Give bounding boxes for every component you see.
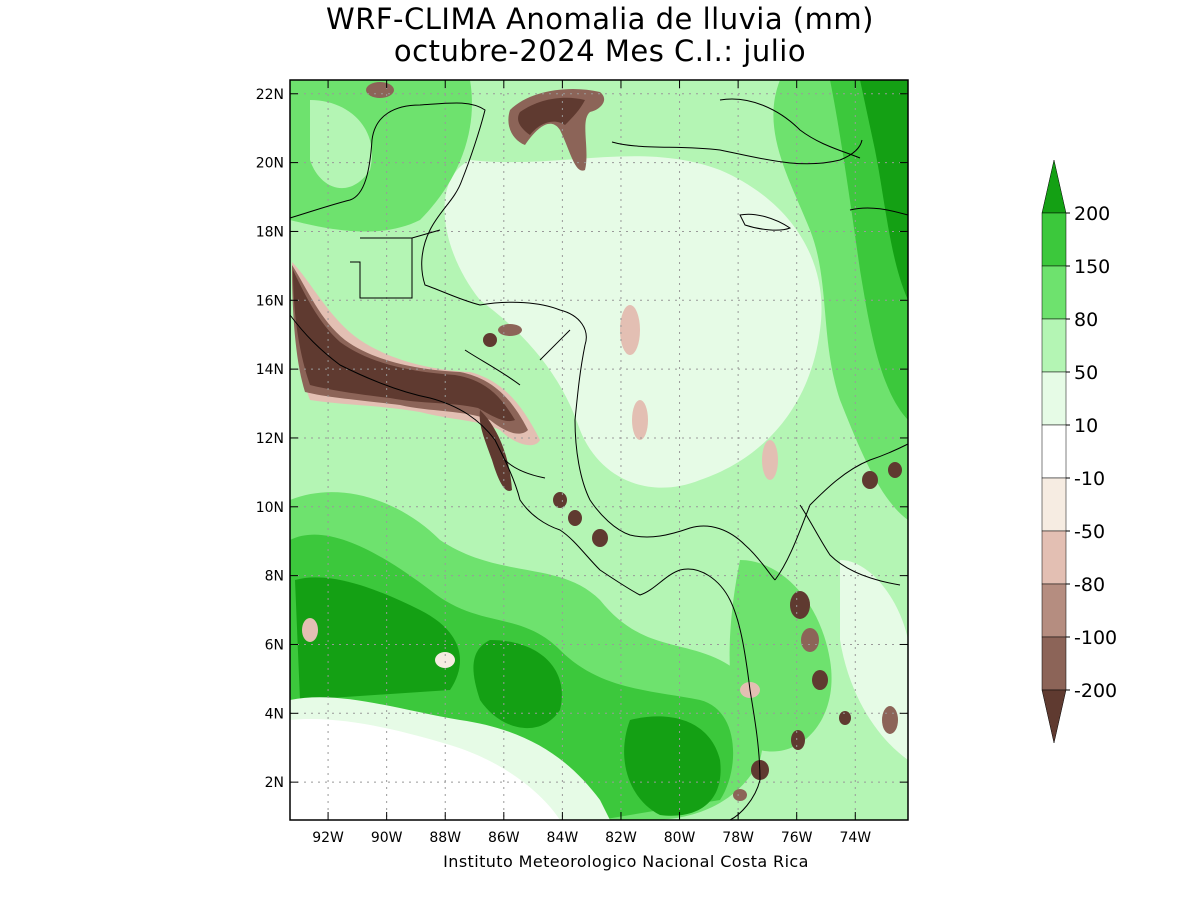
x-tick-label: 82W xyxy=(605,830,637,846)
x-tick-label: 92W xyxy=(312,830,344,846)
y-tick-label: 8N xyxy=(265,569,284,585)
map-grid xyxy=(290,80,908,820)
legend-arrow-top xyxy=(1041,159,1067,214)
legend-label: 200 xyxy=(1074,203,1110,225)
legend-swatch xyxy=(1041,636,1067,691)
y-tick-label: 22N xyxy=(256,87,284,103)
legend-label: -10 xyxy=(1074,468,1105,490)
x-tick-label: 74W xyxy=(839,830,871,846)
y-tick-label: 20N xyxy=(256,156,284,172)
legend-label: -50 xyxy=(1074,521,1105,543)
latitude-axis: 22N 20N 18N 16N 14N 12N 10N 8N 6N 4N 2N xyxy=(256,87,908,791)
y-tick-label: 2N xyxy=(265,775,284,791)
legend-label: -200 xyxy=(1074,680,1117,702)
legend-swatch xyxy=(1041,212,1067,267)
map-subtitle: octubre-2024 Mes C.I.: julio xyxy=(393,34,807,68)
coastlines xyxy=(289,98,909,821)
legend-swatch xyxy=(1041,265,1067,320)
legend-swatch xyxy=(1041,530,1067,585)
longitude-axis: 92W 90W 88W 86W 84W 82W 80W 78W 76W 74W xyxy=(312,80,871,846)
anomaly-field xyxy=(290,80,908,820)
legend-arrow-bottom xyxy=(1041,689,1067,744)
legend-label: -80 xyxy=(1074,574,1105,596)
legend-label: -100 xyxy=(1074,627,1117,649)
y-tick-label: 14N xyxy=(256,362,284,378)
y-tick-label: 12N xyxy=(256,431,284,447)
legend-swatch xyxy=(1041,318,1067,373)
legend-swatch xyxy=(1041,424,1067,479)
color-legend: 200 150 80 50 10 -10 -50 -80 -100 -200 xyxy=(1041,159,1117,744)
x-tick-label: 86W xyxy=(488,830,520,846)
legend-swatch xyxy=(1041,583,1067,638)
x-tick-label: 80W xyxy=(664,830,696,846)
map-frame xyxy=(289,79,909,821)
x-tick-label: 76W xyxy=(781,830,813,846)
legend-label: 10 xyxy=(1074,415,1098,437)
legend-label: 150 xyxy=(1074,256,1110,278)
x-tick-label: 78W xyxy=(722,830,754,846)
legend-label: 80 xyxy=(1074,309,1098,331)
x-tick-label: 90W xyxy=(371,830,403,846)
legend-label: 50 xyxy=(1074,362,1098,384)
map-title: WRF-CLIMA Anomalia de lluvia (mm) xyxy=(326,2,874,36)
legend-swatch xyxy=(1041,477,1067,532)
y-tick-label: 18N xyxy=(256,224,284,240)
y-tick-label: 16N xyxy=(256,293,284,309)
x-tick-label: 84W xyxy=(547,830,579,846)
y-tick-label: 6N xyxy=(265,637,284,653)
y-tick-label: 4N xyxy=(265,706,284,722)
y-tick-label: 10N xyxy=(256,500,284,516)
legend-swatch xyxy=(1041,371,1067,426)
x-tick-label: 88W xyxy=(429,830,461,846)
credit-text: Instituto Meteorologico Nacional Costa R… xyxy=(443,852,809,871)
